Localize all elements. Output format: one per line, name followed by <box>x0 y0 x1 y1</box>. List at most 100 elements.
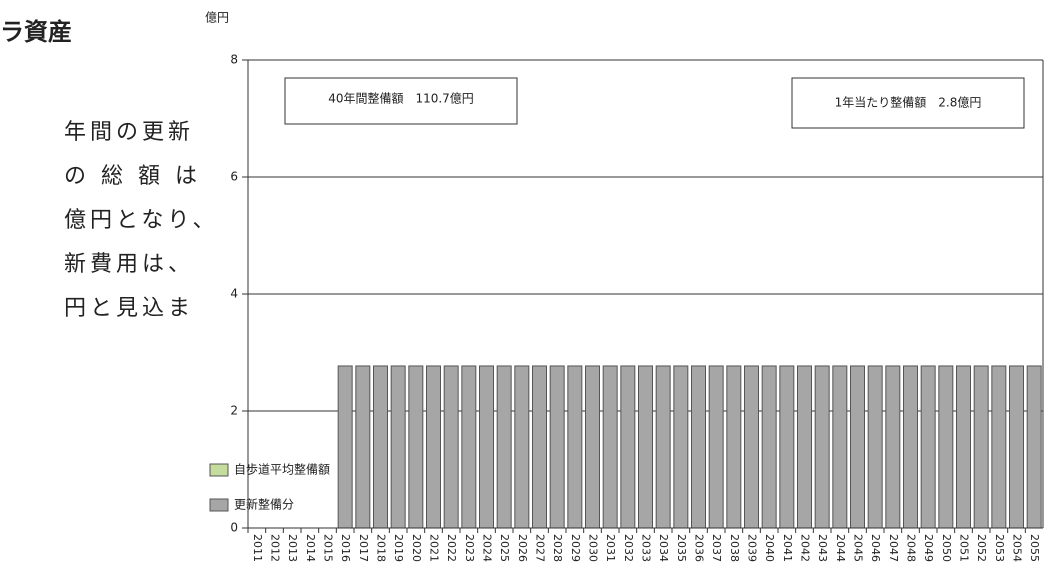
x-tick-label: 2013 <box>286 534 299 562</box>
x-tick-label: 2045 <box>852 534 865 562</box>
x-tick-label: 2050 <box>940 534 953 562</box>
annotation: 1年当たり整備額 2.8億円 <box>835 95 982 110</box>
x-tick-label: 2021 <box>428 534 441 562</box>
bar <box>602 365 618 529</box>
bar <box>638 365 653 529</box>
bar <box>708 365 724 529</box>
legend-swatch <box>209 498 229 512</box>
bar <box>885 365 901 529</box>
bar <box>532 365 547 529</box>
text-line: 円と見込ま <box>64 296 195 321</box>
bar <box>956 365 971 529</box>
bar <box>514 365 530 529</box>
bar <box>655 365 671 529</box>
bar <box>1009 365 1024 529</box>
x-tick-label: 2046 <box>869 534 882 562</box>
x-tick-label: 2035 <box>675 534 688 562</box>
x-tick-label: 2055 <box>1028 534 1041 562</box>
x-tick-label: 2011 <box>251 534 264 562</box>
bar <box>390 365 406 529</box>
bar <box>461 365 477 529</box>
x-tick-label: 2048 <box>905 534 918 562</box>
bar <box>337 365 353 529</box>
bar <box>744 365 759 529</box>
text-line: 新費用は、 <box>64 252 195 277</box>
bar <box>903 365 918 529</box>
x-tick-label: 2047 <box>887 534 900 562</box>
y-tick-label: 6 <box>230 170 238 184</box>
x-tick-label: 2012 <box>269 534 282 562</box>
x-tick-label: 2015 <box>322 534 335 562</box>
x-tick-label: 2033 <box>640 534 653 562</box>
x-tick-label: 2051 <box>958 534 971 562</box>
x-tick-label: 2019 <box>392 534 405 562</box>
x-tick-label: 2053 <box>993 534 1006 562</box>
annotation-box <box>791 77 1025 129</box>
bar <box>867 365 883 529</box>
bar <box>850 365 865 529</box>
bar <box>549 365 565 529</box>
bar <box>761 365 777 529</box>
bar <box>832 365 848 529</box>
x-tick-label: 2014 <box>304 534 317 562</box>
bar <box>726 365 742 529</box>
x-tick-label: 2027 <box>534 534 547 562</box>
x-tick-label: 2029 <box>569 534 582 562</box>
y-tick-label: 8 <box>230 53 238 67</box>
annotation: 40年間整備額 110.7億円 <box>328 91 474 106</box>
x-tick-label: 2037 <box>710 534 723 562</box>
y-tick-label: 4 <box>230 287 238 301</box>
bar <box>691 365 706 529</box>
text-line: 年間の更新 <box>64 120 195 145</box>
x-tick-label: 2054 <box>1011 534 1024 562</box>
bar <box>938 365 954 529</box>
bar <box>673 365 689 529</box>
x-tick-label: 2026 <box>516 534 529 562</box>
bar <box>479 365 494 529</box>
x-tick-label: 2040 <box>763 534 776 562</box>
bar <box>620 365 636 529</box>
x-tick-label: 2031 <box>604 534 617 562</box>
x-tick-label: 2028 <box>551 534 564 562</box>
legend-label: 自歩道平均整備額 <box>234 462 330 477</box>
x-tick-label: 2017 <box>357 534 370 562</box>
y-tick-label: 0 <box>230 521 238 535</box>
bar <box>426 365 441 529</box>
bar <box>920 365 936 529</box>
text-line: 億円となり、 <box>64 208 219 233</box>
bar <box>408 365 424 529</box>
bar <box>779 365 795 529</box>
text-line: の 総 額 は <box>64 164 201 189</box>
bar <box>567 365 583 529</box>
bar <box>373 365 388 529</box>
x-tick-label: 2018 <box>375 534 388 562</box>
x-tick-label: 2032 <box>622 534 635 562</box>
x-tick-label: 2044 <box>834 534 847 562</box>
x-tick-label: 2024 <box>481 534 494 562</box>
x-tick-label: 2022 <box>445 534 458 562</box>
x-tick-label: 2034 <box>657 534 670 562</box>
x-tick-label: 2049 <box>922 534 935 562</box>
x-tick-label: 2043 <box>816 534 829 562</box>
annotation-box <box>284 77 518 125</box>
x-tick-label: 2020 <box>410 534 423 562</box>
x-tick-label: 2025 <box>498 534 511 562</box>
heading: ラ資産 <box>0 17 72 46</box>
bar <box>585 365 600 529</box>
bar <box>1026 365 1042 529</box>
legend-swatch <box>209 463 229 477</box>
bar <box>355 365 371 529</box>
x-tick-label: 2016 <box>339 534 352 562</box>
x-tick-label: 2038 <box>728 534 741 562</box>
bar <box>814 365 830 529</box>
x-tick-label: 2036 <box>693 534 706 562</box>
x-tick-label: 2042 <box>799 534 812 562</box>
bar <box>443 365 459 529</box>
bar <box>973 365 989 529</box>
x-tick-label: 2052 <box>975 534 988 562</box>
y-axis-label: 億円 <box>205 11 229 25</box>
bar <box>496 365 512 529</box>
x-tick-label: 2030 <box>587 534 600 562</box>
